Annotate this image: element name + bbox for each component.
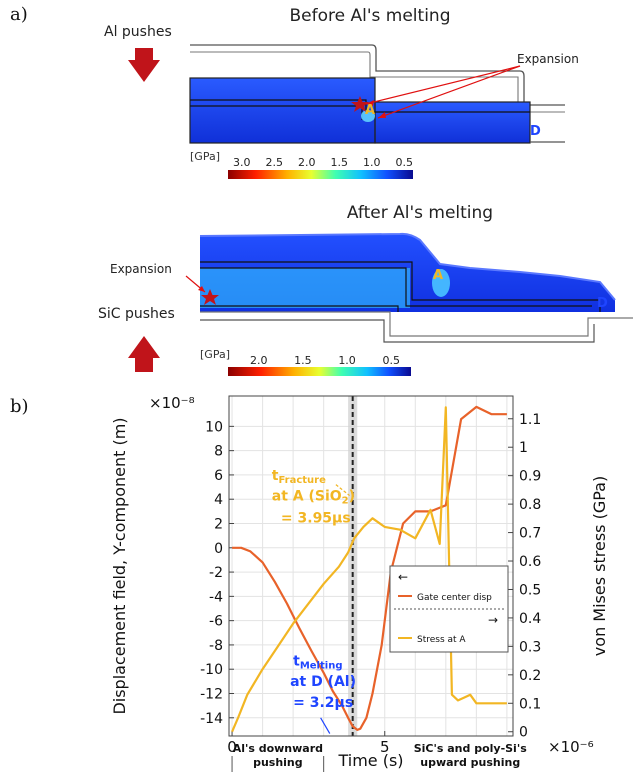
- y-right-tick-label: 0.7: [519, 526, 541, 542]
- top-point-a: A: [365, 103, 376, 118]
- y-left-tick-label: 0: [214, 541, 223, 557]
- y-left-tick-label: -8: [209, 638, 223, 654]
- x-multiplier: ×10⁻⁶: [548, 738, 594, 756]
- bottom-diagram-title: After Al's melting: [346, 203, 494, 223]
- scale-tick: 2.0: [298, 156, 316, 169]
- al-pushes-label: Al pushes: [104, 24, 172, 40]
- legend-left-arrow: ←: [398, 570, 408, 584]
- phase-label: pushing: [253, 756, 303, 769]
- top-expansion-label: Expansion: [517, 52, 579, 66]
- scale-tick: 2.0: [250, 354, 268, 367]
- phase-label: SiC's and poly-Si's: [414, 742, 527, 755]
- y-right-tick-label: 0.1: [519, 696, 541, 712]
- fracture-annotation-leader: [335, 484, 350, 497]
- series-line-stress-at-a: [231, 406, 507, 733]
- fracture-annotation-line2: at A (SiO2): [272, 488, 355, 506]
- y-left-tick-label: 2: [214, 517, 223, 533]
- panel-a-letter: a): [10, 4, 28, 25]
- y-left-tick-label: 6: [214, 468, 223, 484]
- y-right-tick-label: 0.5: [519, 582, 541, 598]
- legend-right-arrow: →: [488, 613, 498, 627]
- y-right-tick-label: 0: [519, 725, 528, 741]
- y-left-axis-label: Displacement field, Y-component (m): [110, 417, 129, 714]
- x-tick-label: 0: [227, 738, 237, 756]
- top-diagram-graphic: [128, 44, 565, 179]
- bottom-diagram-graphic: [128, 232, 633, 376]
- panel-b-letter: b): [10, 396, 29, 417]
- scale-tick: 1.0: [338, 354, 356, 367]
- y-right-axis-label: von Mises stress (GPa): [590, 476, 609, 656]
- x-tick-label: 5: [380, 738, 390, 756]
- plot-frame: [228, 395, 514, 737]
- sic-pushes-label: SiC pushes: [98, 306, 175, 322]
- scale-tick: 0.5: [395, 156, 414, 169]
- phase-label: upward pushing: [420, 756, 520, 769]
- star-icon: [201, 289, 219, 305]
- y-right-tick-label: 0.3: [519, 639, 541, 655]
- top-diagram-title: Before Al's melting: [289, 6, 451, 26]
- y-left-tick-label: 10: [205, 419, 223, 435]
- melting-annotation-line2: at D (Al): [290, 674, 356, 690]
- y-right-tick-label: 1: [519, 440, 528, 456]
- legend-entry: Gate center disp: [417, 593, 492, 603]
- phase-label: Al's downward: [233, 742, 323, 755]
- bottom-point-a: A: [433, 268, 444, 283]
- y-left-tick-label: -4: [209, 589, 223, 605]
- up-arrow-icon: [128, 336, 160, 372]
- bottom-expansion-label: Expansion: [110, 262, 172, 276]
- scale-tick: 2.5: [265, 156, 284, 169]
- scale-tick: 3.0: [233, 156, 251, 169]
- scale-tick: 1.5: [330, 156, 349, 169]
- top-scale-ticks: 3.0 2.5 2.0 1.5 1.0 0.5: [233, 156, 413, 169]
- legend-entry: Stress at A: [417, 635, 466, 645]
- x-axis-label: Time (s): [337, 751, 403, 770]
- y-left-tick-label: -6: [209, 614, 223, 630]
- top-unit: [GPa]: [190, 150, 220, 163]
- y-left-tick-label: 4: [214, 492, 223, 508]
- bottom-scale-ticks: 2.0 1.5 1.0 0.5: [250, 354, 400, 367]
- scale-tick: 1.5: [294, 354, 312, 367]
- star-icon: [351, 96, 369, 112]
- y-right-tick-label: 0.4: [519, 611, 541, 627]
- top-point-d: D: [530, 124, 541, 139]
- y-right-tick-label: 0.8: [519, 497, 541, 513]
- melting-annotation-leader: [320, 717, 331, 734]
- scale-tick: 0.5: [382, 354, 400, 367]
- down-arrow-icon: [128, 48, 160, 82]
- y-left-tick-label: -2: [209, 565, 223, 581]
- scale-tick: 1.0: [363, 156, 381, 169]
- melting-annotation-title: tMelting: [293, 654, 342, 672]
- y-left-tick-label: -10: [200, 662, 223, 678]
- fracture-annotation-title: tFracture: [272, 468, 326, 486]
- bottom-point-d: D: [597, 296, 608, 311]
- melting-annotation-line3: = 3.2μs: [293, 695, 353, 711]
- bottom-unit: [GPa]: [200, 348, 230, 361]
- y-left-tick-label: -12: [200, 687, 223, 703]
- y-right-tick-label: 0.9: [519, 469, 541, 485]
- fracture-annotation-line3: = 3.95μs: [281, 510, 351, 526]
- y-right-tick-label: 1.1: [519, 412, 541, 428]
- y-left-multiplier: ×10⁻⁸: [149, 394, 195, 412]
- y-right-tick-label: 0.6: [519, 554, 541, 570]
- y-left-tick-label: -14: [200, 711, 223, 727]
- chart: 10 8 6 4 2 0 -2 -4 -6 -8 -10 -12 -14 1.1 1 0.9 0.8 0.7 0.6…: [110, 394, 609, 772]
- y-right-tick-label: 0.2: [519, 668, 541, 684]
- y-left-tick-label: 8: [214, 444, 223, 460]
